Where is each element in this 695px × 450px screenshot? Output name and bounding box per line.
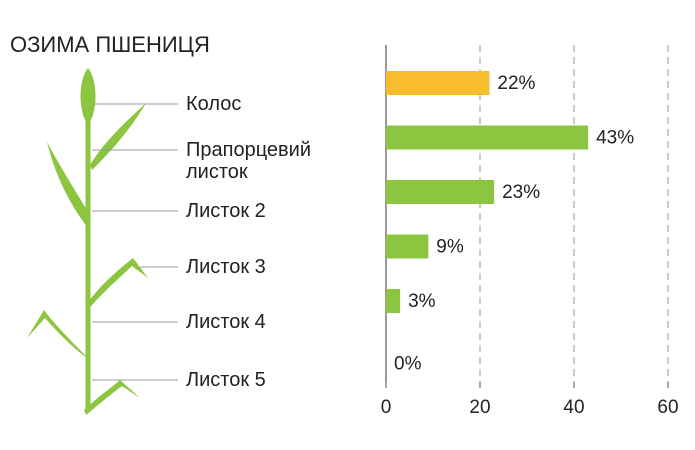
bar (386, 289, 401, 313)
x-tick-label: 20 (469, 397, 490, 418)
bar (386, 71, 490, 95)
x-tick-label: 40 (563, 397, 584, 418)
bar (386, 125, 589, 150)
value-label: 23% (502, 182, 540, 203)
category-label: Листок 4 (186, 311, 266, 333)
bar (386, 180, 495, 204)
chart-title: ОЗИМА ПШЕНИЦЯ (10, 32, 210, 57)
category-label: Прапорцевий листок (186, 139, 312, 183)
value-label: 43% (596, 128, 634, 149)
category-label: Листок 3 (186, 256, 266, 278)
category-label: Листок 5 (186, 369, 266, 391)
wheat-plant (27, 68, 148, 415)
x-tick-label: 60 (657, 397, 678, 418)
leader-lines (92, 103, 178, 381)
bar (386, 234, 429, 259)
category-label: Листок 2 (186, 200, 266, 222)
value-label: 3% (408, 291, 436, 312)
x-tick-label: 0 (381, 397, 392, 418)
category-label: Колос (186, 93, 242, 115)
value-label: 22% (497, 73, 535, 94)
value-label: 0% (394, 354, 422, 375)
value-label: 9% (436, 237, 464, 258)
